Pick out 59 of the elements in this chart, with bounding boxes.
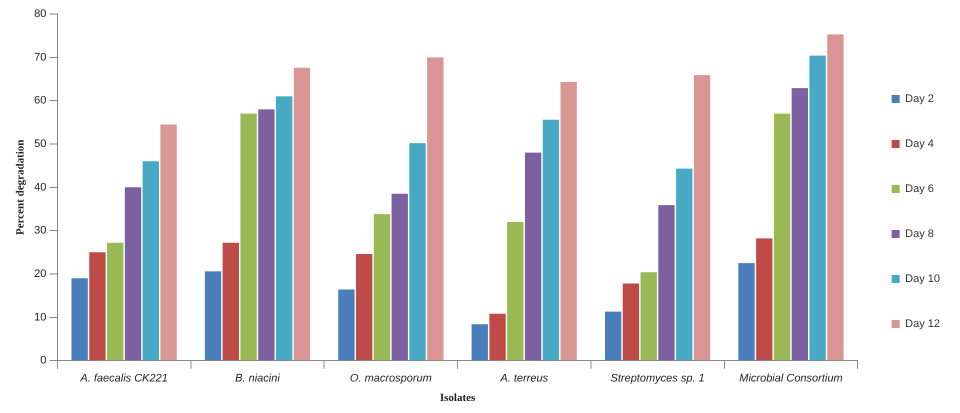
bar (676, 168, 692, 360)
bar (374, 214, 390, 360)
x-tick-label: A. terreus (499, 372, 549, 384)
bar (738, 263, 755, 360)
y-tick-label: 70 (34, 51, 46, 64)
bar (258, 109, 275, 360)
y-tick-label: 80 (34, 8, 46, 20)
y-tick-label: 10 (34, 311, 46, 324)
bar (640, 272, 657, 360)
y-tick-label: 30 (34, 224, 46, 237)
bar (427, 57, 444, 360)
bar (294, 68, 310, 360)
bar (658, 205, 675, 360)
bar (89, 252, 106, 360)
bar (560, 82, 577, 360)
y-tick-label: 20 (34, 268, 46, 280)
y-tick-label: 60 (34, 94, 46, 107)
x-tick-label: B. niacini (235, 372, 280, 384)
bar (622, 283, 640, 360)
bar (392, 194, 408, 360)
legend-label: Day 4 (905, 138, 934, 150)
bar (160, 124, 177, 360)
x-tick-label: A. faecalis CK221 (79, 372, 168, 384)
legend-label: Day 6 (905, 183, 934, 196)
y-tick-label: 50 (34, 138, 46, 150)
bar (107, 242, 124, 360)
legend-label: Day 10 (905, 273, 940, 286)
bar (542, 120, 560, 360)
bar (524, 152, 542, 360)
bar (809, 56, 826, 360)
bar (792, 88, 808, 360)
x-tick-label: O. macrosporum (350, 372, 432, 384)
legend-label: Day 8 (905, 228, 934, 240)
bar (222, 242, 239, 360)
bar (489, 314, 506, 360)
bar (240, 114, 257, 360)
bar (409, 143, 426, 360)
bar (204, 271, 222, 360)
y-tick-label: 40 (34, 181, 46, 194)
bar (472, 324, 488, 360)
bar (694, 75, 710, 360)
bar (276, 96, 292, 360)
bar (507, 222, 524, 360)
bar (356, 254, 372, 360)
bar (604, 312, 622, 360)
x-tick-label: Streptomyces sp. 1 (610, 372, 705, 384)
bar (71, 278, 88, 360)
y-axis-title: Percent degradation (14, 140, 26, 236)
bar (774, 114, 790, 360)
x-axis-title: Isolates (440, 392, 476, 404)
legend-label: Day 12 (905, 318, 940, 330)
bar (338, 290, 355, 360)
bar (756, 238, 772, 360)
bar (142, 161, 159, 360)
legend-label: Day 2 (905, 93, 934, 106)
bar (124, 187, 142, 360)
x-tick-label: Microbial Consortium (739, 372, 843, 384)
bar (827, 34, 844, 360)
y-tick-label: 0 (40, 354, 46, 367)
